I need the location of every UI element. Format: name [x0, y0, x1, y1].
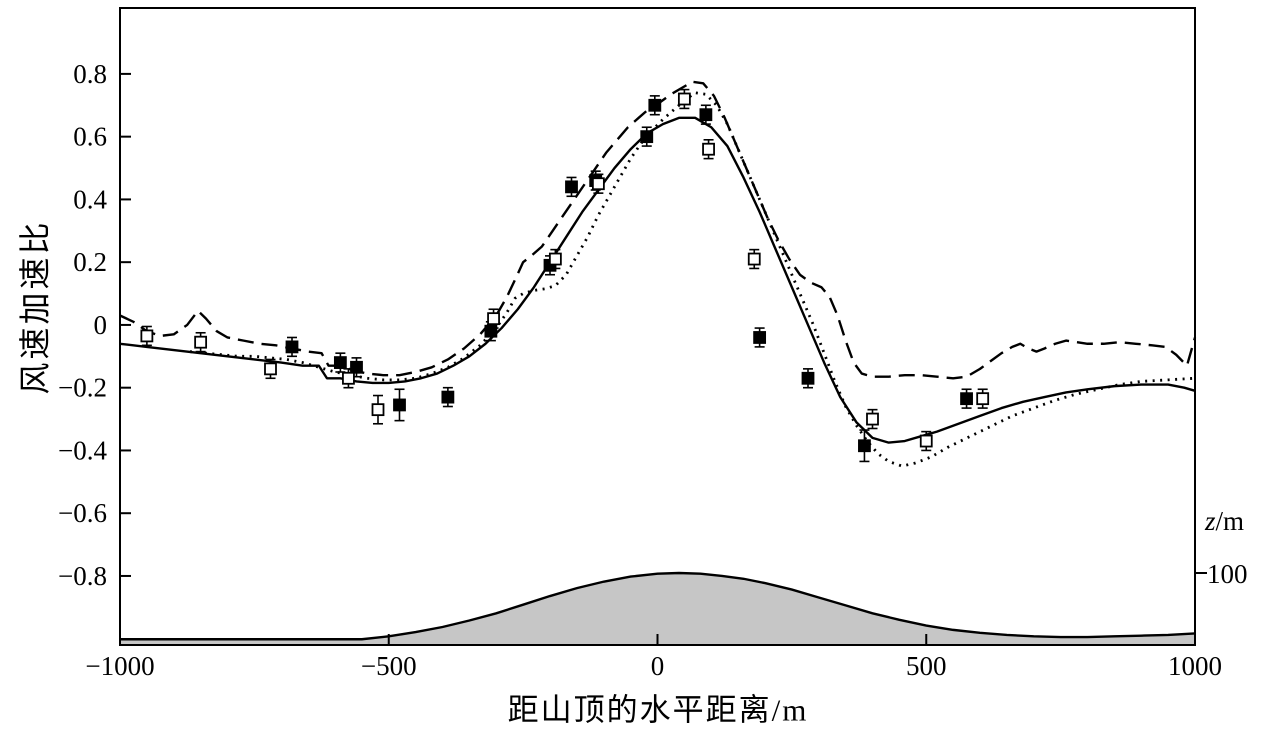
y-tick-label: 0.6 — [73, 122, 107, 152]
x-tick-label: 1000 — [1168, 651, 1222, 681]
open-square-point — [371, 403, 385, 417]
filled-square-point — [441, 390, 455, 404]
x-tick-label: −1000 — [85, 651, 154, 681]
y-tick-label: 0 — [94, 310, 108, 340]
filled-square-point — [960, 392, 973, 406]
filled-square-point — [753, 331, 767, 344]
series-solid-line — [119, 116, 1196, 444]
filled-square-point — [858, 439, 871, 453]
open-square-point — [919, 434, 933, 448]
y-tick-label: 0.2 — [73, 247, 107, 277]
x-axis-label: 距山顶的水平距离/m — [507, 692, 809, 728]
y-tick-label: −0.6 — [58, 498, 107, 528]
open-square-point — [140, 329, 154, 343]
secondary-axis-symbol: z — [1205, 506, 1216, 536]
filled-square-point — [285, 340, 299, 354]
series-dotted-line — [189, 91, 1196, 468]
filled-square-point — [699, 108, 713, 122]
open-square-point — [342, 371, 355, 385]
filled-square-point — [640, 130, 654, 144]
series-filled-square-markers — [285, 95, 973, 463]
y-axis-label: 风速加速比 — [17, 219, 53, 395]
filled-square-point — [565, 180, 578, 194]
x-tick-label: 0 — [651, 651, 665, 681]
open-square-point — [976, 392, 990, 406]
x-tick-label: 500 — [906, 651, 947, 681]
filled-square-point — [801, 371, 815, 385]
x-axis-ticks: −1000 −500 0 500 1000 — [85, 634, 1222, 681]
open-square-point — [677, 92, 691, 106]
y-tick-label: −0.8 — [58, 561, 107, 591]
open-square-point — [194, 335, 208, 349]
terrain-fill — [120, 573, 1195, 645]
open-square-point — [264, 362, 277, 376]
secondary-axis-tick-label: 100 — [1207, 559, 1248, 589]
open-square-point — [591, 177, 605, 191]
open-square-point — [747, 252, 761, 266]
secondary-axis-unit: /m — [1215, 506, 1245, 536]
filled-square-point — [484, 324, 498, 338]
y-tick-label: −0.4 — [58, 435, 107, 465]
terrain-outline — [120, 571, 1196, 641]
open-square-point — [866, 412, 879, 426]
secondary-axis-label: z/m — [1205, 506, 1244, 537]
filled-square-point — [350, 360, 363, 374]
filled-square-point — [648, 98, 662, 112]
filled-square-point — [393, 398, 406, 412]
open-square-point — [548, 252, 562, 266]
y-tick-label: 0.4 — [73, 184, 107, 214]
series-dashed-line — [119, 80, 1197, 380]
open-square-point — [487, 312, 500, 326]
y-tick-label: −0.2 — [58, 373, 107, 403]
open-square-point — [702, 142, 715, 156]
x-tick-label: −500 — [361, 651, 417, 681]
series-open-square-markers — [140, 88, 990, 452]
filled-square-point — [333, 356, 347, 369]
y-axis-ticks: 0.8 0.6 0.4 0.2 0 −0.2 −0.4 −0.6 −0.8 — [58, 59, 131, 591]
y-tick-label: 0.8 — [73, 59, 107, 89]
